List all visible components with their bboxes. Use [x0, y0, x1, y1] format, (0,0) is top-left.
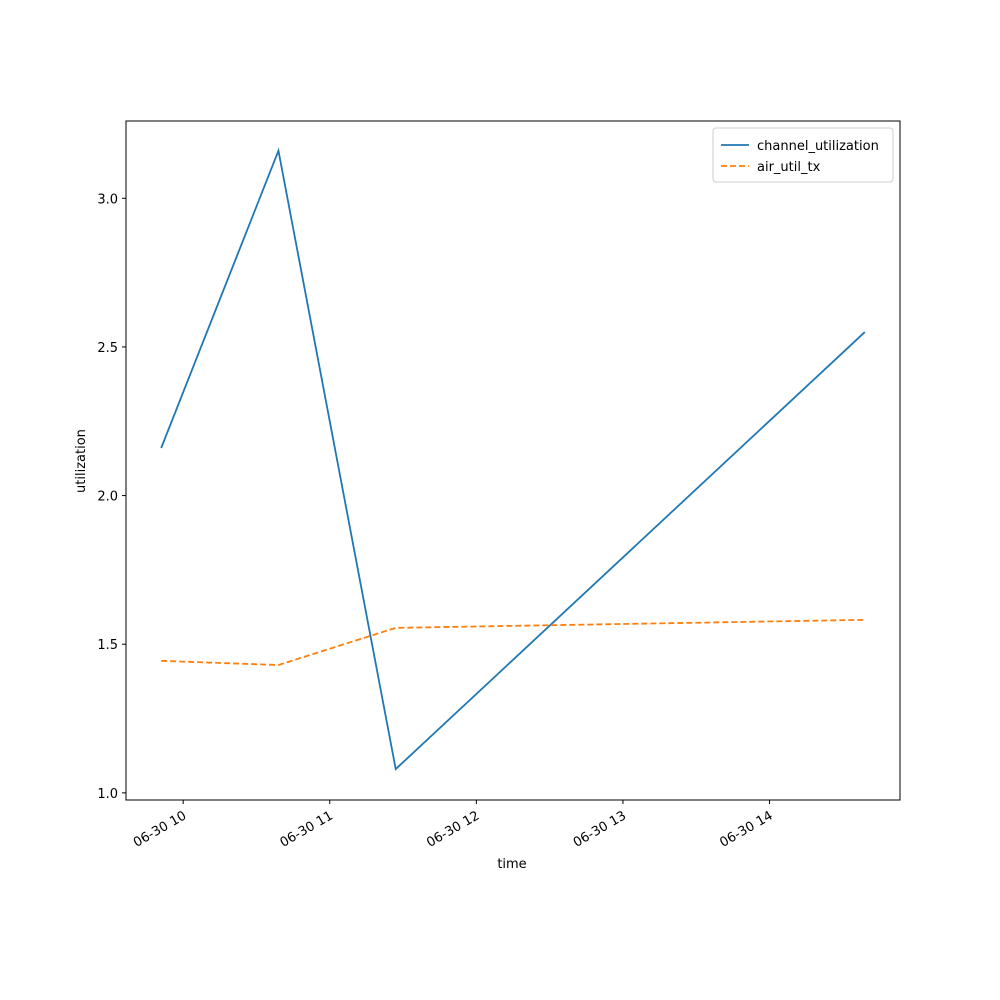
y-tick-label: 2.0	[97, 490, 118, 505]
series-line	[161, 618, 865, 666]
y-tick-label: 1.5	[97, 638, 118, 653]
x-tick-label: 06-30 14	[717, 808, 775, 850]
y-tick-label: 2.5	[97, 341, 118, 356]
legend-label: air_util_tx	[757, 160, 821, 175]
x-tick-label: 06-30 13	[571, 808, 629, 850]
legend-box	[712, 127, 894, 183]
series-line	[160, 147, 866, 771]
legend: channel_utilization air_util_tx	[712, 127, 894, 183]
y-tick-label: 3.0	[97, 192, 118, 207]
x-tick-label: 06-30 11	[278, 808, 336, 850]
x-tick-label: 06-30 12	[424, 808, 482, 850]
y-tick-label: 1.0	[97, 787, 118, 802]
plot-frame	[125, 120, 901, 801]
x-axis-label: time	[497, 857, 526, 872]
y-axis-label: utilization	[74, 429, 89, 493]
x-tick-label: 06-30 10	[131, 808, 189, 850]
legend-label: channel_utilization	[757, 139, 879, 154]
